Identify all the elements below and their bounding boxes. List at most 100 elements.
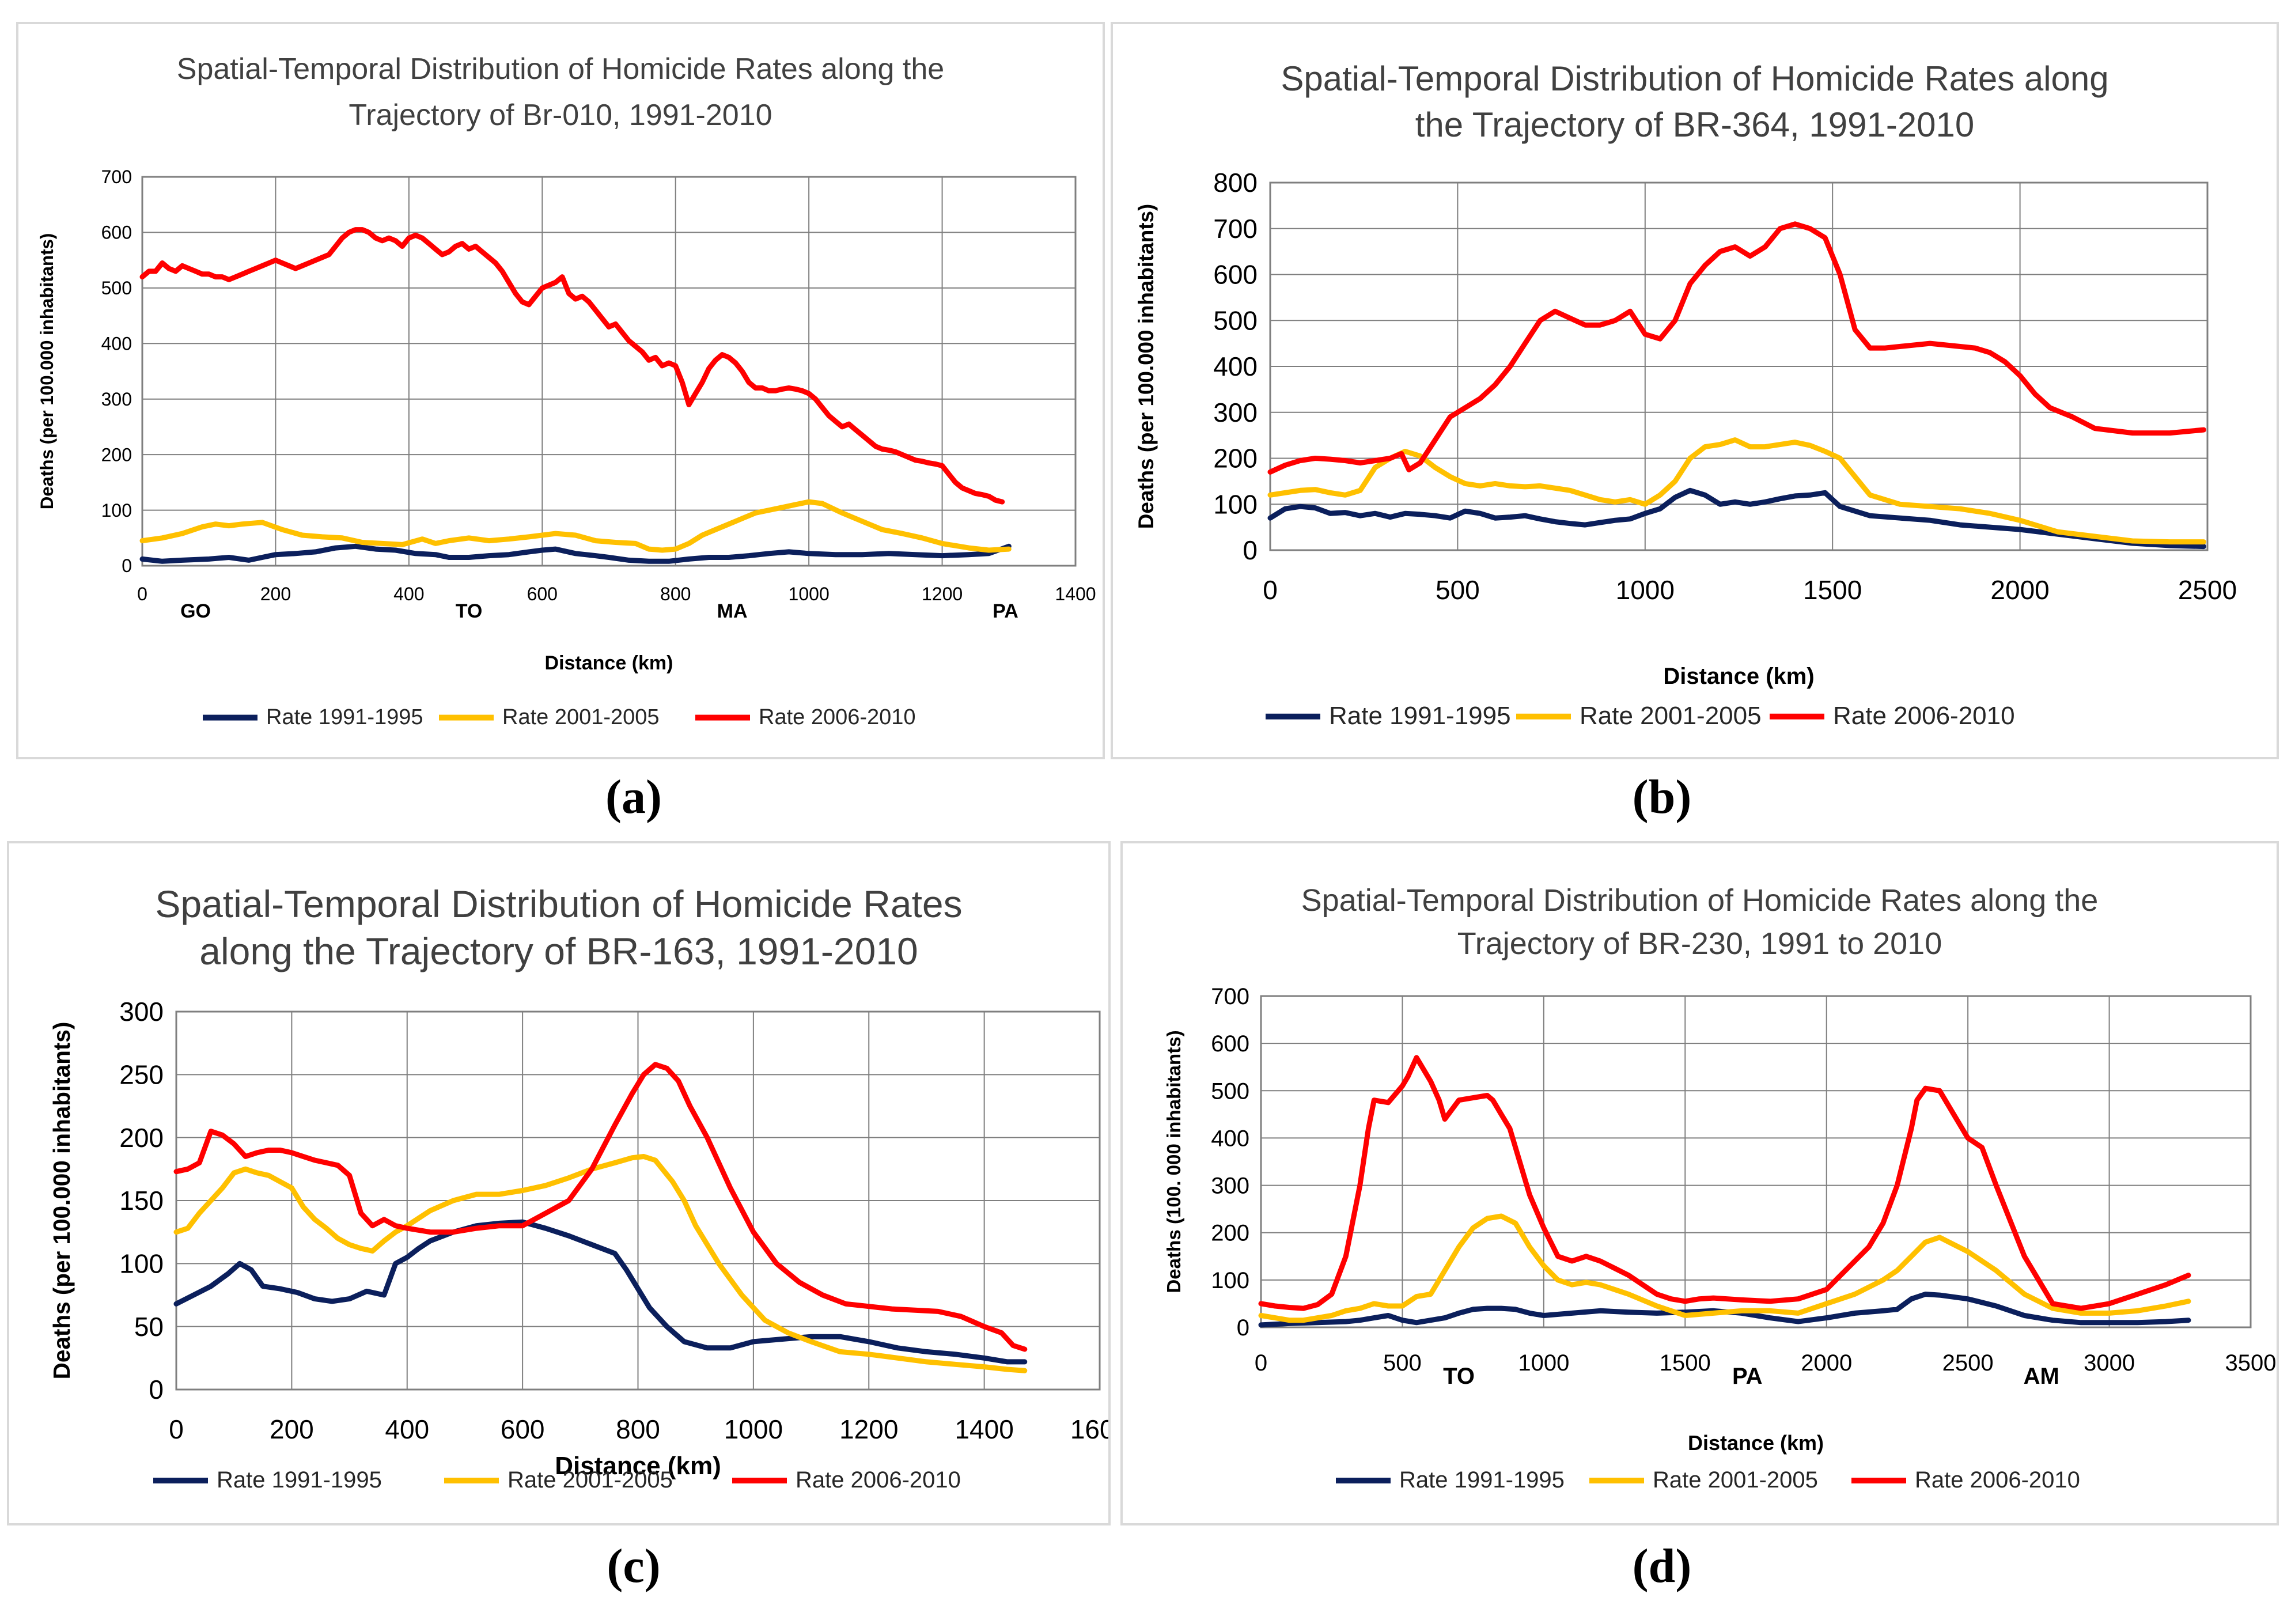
x-tick-label: 1000 [1616, 575, 1675, 605]
x-tick-label: 800 [660, 584, 691, 604]
state-annotation: TO [456, 600, 483, 622]
x-tick-label: 1200 [839, 1414, 898, 1444]
chart-b-svg: Spatial-Temporal Distribution of Homicid… [1134, 59, 2237, 730]
x-tick-label: 600 [501, 1414, 545, 1444]
y-tick-label: 500 [1213, 305, 1258, 335]
y-tick-label: 700 [1213, 214, 1258, 244]
legend-label: Rate 2001-2005 [508, 1467, 673, 1493]
y-tick-label: 300 [1211, 1173, 1249, 1199]
plot-frame [1269, 181, 2209, 551]
legend-label: Rate 1991-1995 [1329, 702, 1511, 730]
state-annotation: PA [1732, 1364, 1763, 1389]
y-axis-label: Deaths (per 100.000 inhabitants) [48, 1022, 75, 1380]
x-tick-label: 1000 [789, 584, 830, 604]
y-tick-label: 400 [1211, 1126, 1249, 1151]
legend-label: Rate 2006-2010 [759, 705, 916, 729]
series-line-1991-1995 [173, 1219, 1028, 1365]
chart-panel-c: Spatial-Temporal Distribution of Homicid… [7, 841, 1111, 1525]
x-tick-label: 400 [393, 584, 424, 604]
chart-d-svg: Spatial-Temporal Distribution of Homicid… [1164, 883, 2277, 1493]
state-annotation: GO [180, 600, 211, 622]
y-tick-label: 250 [119, 1059, 164, 1089]
series-line-2006-2010 [1258, 1055, 2191, 1311]
x-tick-label: 500 [1436, 575, 1480, 605]
y-tick-label: 300 [1213, 398, 1258, 427]
chart-title-line: Trajectory of BR-230, 1991 to 2010 [1457, 926, 1942, 961]
y-tick-label: 100 [1213, 489, 1258, 519]
x-tick-label: 600 [527, 584, 558, 604]
x-tick-label: 0 [1255, 1350, 1267, 1376]
plot-frame [141, 176, 1077, 567]
state-annotation: TO [1443, 1364, 1475, 1389]
y-tick-label: 50 [134, 1312, 164, 1342]
series-line-1991-1995 [1258, 1292, 2191, 1328]
caption-d: (d) [1632, 1539, 1692, 1593]
x-tick-label: 1000 [1518, 1350, 1569, 1376]
chart-c-svg: Spatial-Temporal Distribution of Homicid… [48, 883, 1108, 1493]
chart-title-line: Spatial-Temporal Distribution of Homicid… [155, 883, 962, 925]
x-tick-label: 400 [385, 1414, 429, 1444]
caption-c: (c) [607, 1539, 661, 1593]
x-axis-label: Distance (km) [1688, 1431, 1824, 1455]
y-tick-label: 400 [101, 333, 132, 354]
x-tick-label: 1500 [1803, 575, 1862, 605]
x-tick-label: 200 [270, 1414, 314, 1444]
chart-title-line: Spatial-Temporal Distribution of Homicid… [177, 52, 944, 86]
y-tick-label: 400 [1213, 351, 1258, 381]
y-tick-label: 800 [1213, 168, 1258, 198]
x-tick-label: 2500 [1942, 1350, 1994, 1376]
series-line-2001-2005 [173, 1154, 1028, 1373]
y-axis-label: Deaths (100. 000 inhabitants) [1164, 1030, 1185, 1293]
chart-a-svg: Spatial-Temporal Distribution of Homicid… [37, 52, 1096, 729]
legend-label: Rate 2001-2005 [502, 705, 660, 729]
x-axis-label: Distance (km) [1663, 664, 1814, 689]
legend-label: Rate 2006-2010 [796, 1467, 961, 1493]
y-tick-label: 100 [1211, 1268, 1249, 1293]
x-tick-label: 3000 [2084, 1350, 2135, 1376]
caption-a: (a) [605, 770, 662, 824]
x-tick-label: 1600 [1070, 1414, 1108, 1444]
y-tick-label: 600 [1213, 260, 1258, 290]
x-tick-label: 1400 [955, 1414, 1013, 1444]
chart-title-line: Spatial-Temporal Distribution of Homicid… [1281, 59, 2108, 98]
legend-label: Rate 1991-1995 [217, 1467, 382, 1493]
y-tick-label: 600 [1211, 1031, 1249, 1057]
y-tick-label: 700 [101, 166, 132, 187]
legend-label: Rate 2006-2010 [1833, 702, 2015, 730]
x-tick-label: 1000 [724, 1414, 783, 1444]
y-tick-label: 200 [101, 444, 132, 465]
chart-title-line: along the Trajectory of BR-163, 1991-201… [199, 930, 918, 972]
x-axis-label: Distance (km) [545, 652, 673, 674]
chart-title-line: Spatial-Temporal Distribution of Homicid… [1301, 883, 2099, 918]
x-tick-label: 1200 [922, 584, 963, 604]
x-tick-label: 1500 [1660, 1350, 1711, 1376]
legend-label: Rate 1991-1995 [266, 705, 423, 729]
series-line-1991-1995 [1267, 487, 2206, 550]
y-tick-label: 100 [101, 500, 132, 521]
y-tick-label: 500 [101, 278, 132, 298]
y-tick-label: 300 [119, 997, 164, 1027]
series-line-2001-2005 [1258, 1213, 2191, 1323]
y-tick-label: 0 [122, 555, 132, 576]
y-tick-label: 700 [1211, 984, 1249, 1009]
y-axis-label: Deaths (per 100.000 inhabitants) [1134, 204, 1158, 529]
legend-label: Rate 2001-2005 [1580, 702, 1762, 730]
series-line-2006-2010 [139, 227, 1005, 505]
y-tick-label: 0 [149, 1375, 164, 1405]
state-annotation: MA [717, 600, 748, 622]
x-axis-label: Distance (km) [555, 1452, 721, 1480]
chart-title-line: the Trajectory of BR-364, 1991-2010 [1415, 105, 1975, 144]
legend-label: Rate 1991-1995 [1399, 1467, 1565, 1493]
y-tick-label: 0 [1237, 1315, 1249, 1341]
x-tick-label: 3500 [2225, 1350, 2277, 1376]
x-tick-label: 2000 [1990, 575, 2049, 605]
chart-title-line: Trajectory of Br-010, 1991-2010 [349, 99, 772, 132]
x-tick-label: 0 [137, 584, 147, 604]
x-tick-label: 0 [169, 1414, 184, 1444]
y-tick-label: 600 [101, 222, 132, 243]
state-annotation: PA [993, 600, 1018, 622]
series-line-2006-2010 [1267, 221, 2206, 475]
chart-panel-d: Spatial-Temporal Distribution of Homicid… [1120, 841, 2279, 1525]
y-tick-label: 300 [101, 389, 132, 410]
plot-frame [1260, 995, 2252, 1328]
